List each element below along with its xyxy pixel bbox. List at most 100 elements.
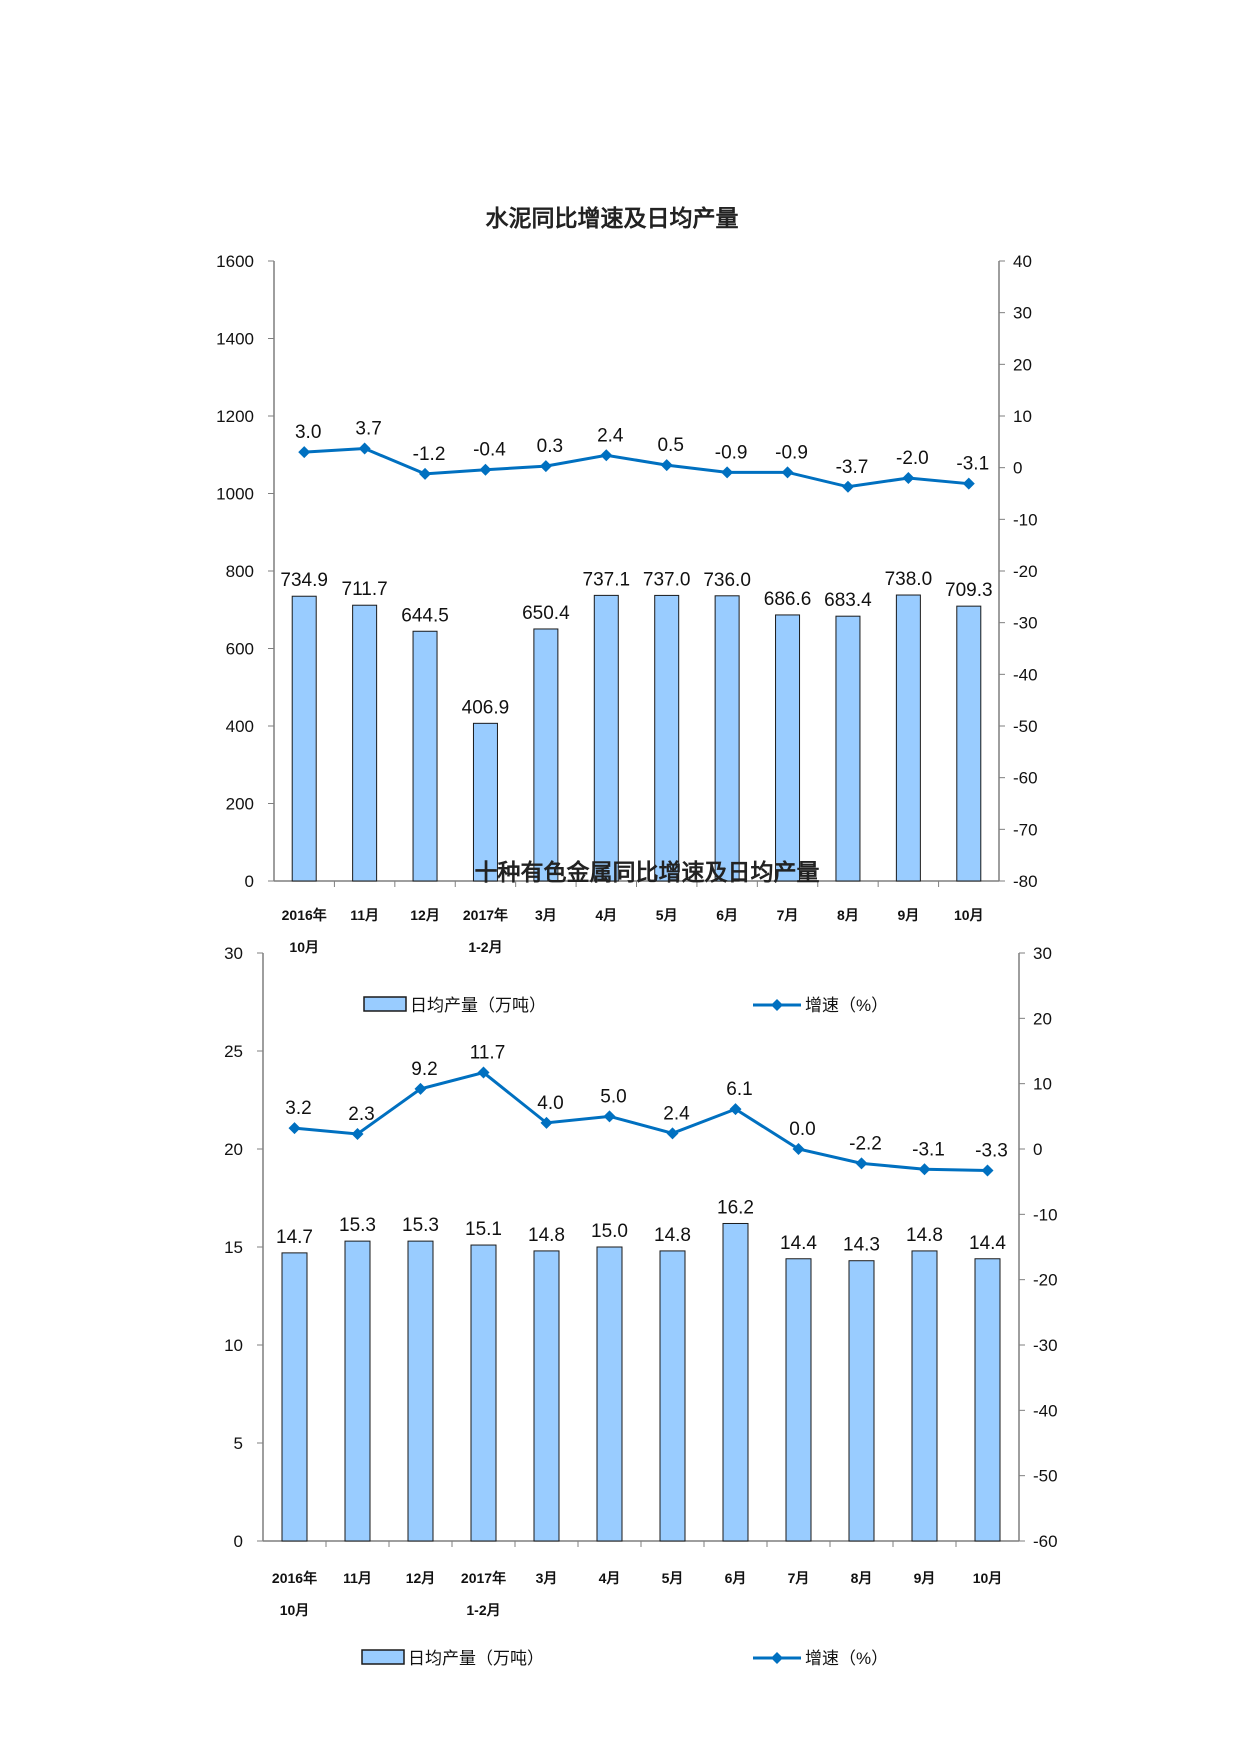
line-point-marker <box>358 442 371 455</box>
line-point-marker <box>288 1122 301 1135</box>
line-data-label: -2.0 <box>896 448 929 469</box>
right-tick-label: 0 <box>1033 1140 1042 1159</box>
line-point-marker <box>729 1103 742 1116</box>
growth-rate-line <box>294 1070 988 1173</box>
line-data-label: 2.4 <box>663 1103 690 1124</box>
left-tick-label: 600 <box>226 640 254 659</box>
line-data-label: -3.1 <box>956 454 989 475</box>
right-tick-label: -10 <box>1033 1205 1058 1224</box>
right-tick-label: -70 <box>1013 820 1038 839</box>
right-tick-label: 0 <box>1013 459 1022 478</box>
legend: 日均产量（万吨） 增速（%） <box>361 1649 888 1668</box>
line-point-marker <box>298 446 311 459</box>
bar-data-label: 14.7 <box>276 1227 313 1248</box>
left-tick-label: 1000 <box>216 485 254 504</box>
bar <box>281 1252 308 1542</box>
left-tick-label: 25 <box>224 1042 243 1061</box>
legend-line-label: 增速（%） <box>805 1649 888 1668</box>
legend-bar-label: 日均产量（万吨） <box>410 996 546 1015</box>
bar-data-label: 644.5 <box>401 605 449 626</box>
line-point-marker <box>351 1127 364 1140</box>
line-point-marker <box>660 459 673 472</box>
bar <box>714 595 740 882</box>
bar-data-label: 14.8 <box>528 1225 565 1246</box>
line-data-label: -2.2 <box>849 1133 882 1154</box>
bar <box>659 1250 686 1542</box>
right-tick-label: -60 <box>1013 769 1038 788</box>
line-data-label: -0.9 <box>775 442 808 463</box>
x-tick-label: 11月 <box>343 1570 372 1586</box>
bar <box>895 594 921 882</box>
bar <box>722 1222 749 1542</box>
bar-data-label: 14.3 <box>843 1235 880 1256</box>
left-tick-label: 10 <box>224 1336 243 1355</box>
bar <box>472 722 498 882</box>
left-tick-label: 400 <box>226 717 254 736</box>
line-data-label: 3.7 <box>355 419 381 440</box>
bar-data-label: 14.8 <box>906 1225 943 1246</box>
bar-data-label: 736.0 <box>703 570 751 591</box>
x-tick-label: 10月 <box>289 939 319 955</box>
left-tick-label: 1200 <box>216 407 254 426</box>
x-tick-label: 6月 <box>716 907 738 923</box>
bar-data-label: 406.9 <box>462 697 510 718</box>
right-tick-label: 10 <box>1033 1075 1052 1094</box>
line-data-label: -3.7 <box>836 457 869 478</box>
bar <box>785 1258 812 1542</box>
line-data-label: -0.9 <box>715 442 748 463</box>
bar-data-label: 14.8 <box>654 1225 691 1246</box>
line-point-marker <box>477 1066 490 1079</box>
left-tick-label: 1400 <box>216 330 254 349</box>
right-tick-label: -60 <box>1033 1532 1058 1551</box>
x-tick-label: 1-2月 <box>466 1602 500 1618</box>
x-tick-label: 5月 <box>656 907 678 923</box>
x-tick-label: 7月 <box>788 1570 810 1586</box>
line-point-marker <box>962 477 975 490</box>
line-point-marker <box>781 466 794 479</box>
right-tick-label: -20 <box>1033 1271 1058 1290</box>
right-tick-label: -50 <box>1013 717 1038 736</box>
bar <box>407 1240 434 1542</box>
bar <box>470 1244 497 1542</box>
cement-chart: 水泥同比增速及日均产量02004006008001000120014001600… <box>216 205 1037 1015</box>
line-data-label: 5.0 <box>600 1086 626 1107</box>
bar <box>533 1250 560 1542</box>
line-data-label: 2.4 <box>597 425 624 446</box>
bar-data-label: 14.4 <box>780 1233 817 1254</box>
legend-line-label: 增速（%） <box>805 996 888 1015</box>
growth-rate-line <box>304 447 969 489</box>
line-data-label: -3.3 <box>975 1141 1008 1162</box>
right-tick-label: -40 <box>1013 665 1038 684</box>
line-data-label: -1.2 <box>413 444 446 465</box>
left-tick-label: 800 <box>226 562 254 581</box>
line-data-label: -0.4 <box>473 440 506 461</box>
x-tick-label: 10月 <box>973 1570 1003 1586</box>
bar-data-label: 14.4 <box>969 1233 1006 1254</box>
line-point-marker <box>666 1127 679 1140</box>
x-tick-label: 9月 <box>914 1570 936 1586</box>
right-tick-label: 30 <box>1033 944 1052 963</box>
bar <box>654 594 680 882</box>
line-point-marker <box>981 1164 994 1177</box>
line-point-marker <box>902 472 915 484</box>
bar <box>533 628 559 882</box>
line-point-marker <box>419 467 432 480</box>
left-tick-label: 0 <box>234 1532 243 1551</box>
right-tick-label: -10 <box>1013 510 1038 529</box>
line-point-marker <box>539 460 552 473</box>
right-tick-label: 10 <box>1013 407 1032 426</box>
left-tick-label: 5 <box>234 1434 243 1453</box>
bar <box>593 594 619 882</box>
chart-title: 水泥同比增速及日均产量 <box>486 205 739 231</box>
line-point-marker <box>479 463 492 476</box>
bar <box>974 1258 1001 1542</box>
bar-data-label: 15.0 <box>591 1221 628 1242</box>
line-data-label: 0.0 <box>789 1119 815 1140</box>
x-tick-label: 9月 <box>897 907 919 923</box>
bar-data-label: 16.2 <box>717 1197 754 1218</box>
left-tick-label: 200 <box>226 795 254 814</box>
legend: 日均产量（万吨） 增速（%） <box>363 996 888 1015</box>
x-tick-label: 1-2月 <box>468 939 502 955</box>
x-tick-label: 7月 <box>777 907 799 923</box>
line-data-label: 0.3 <box>537 436 563 457</box>
